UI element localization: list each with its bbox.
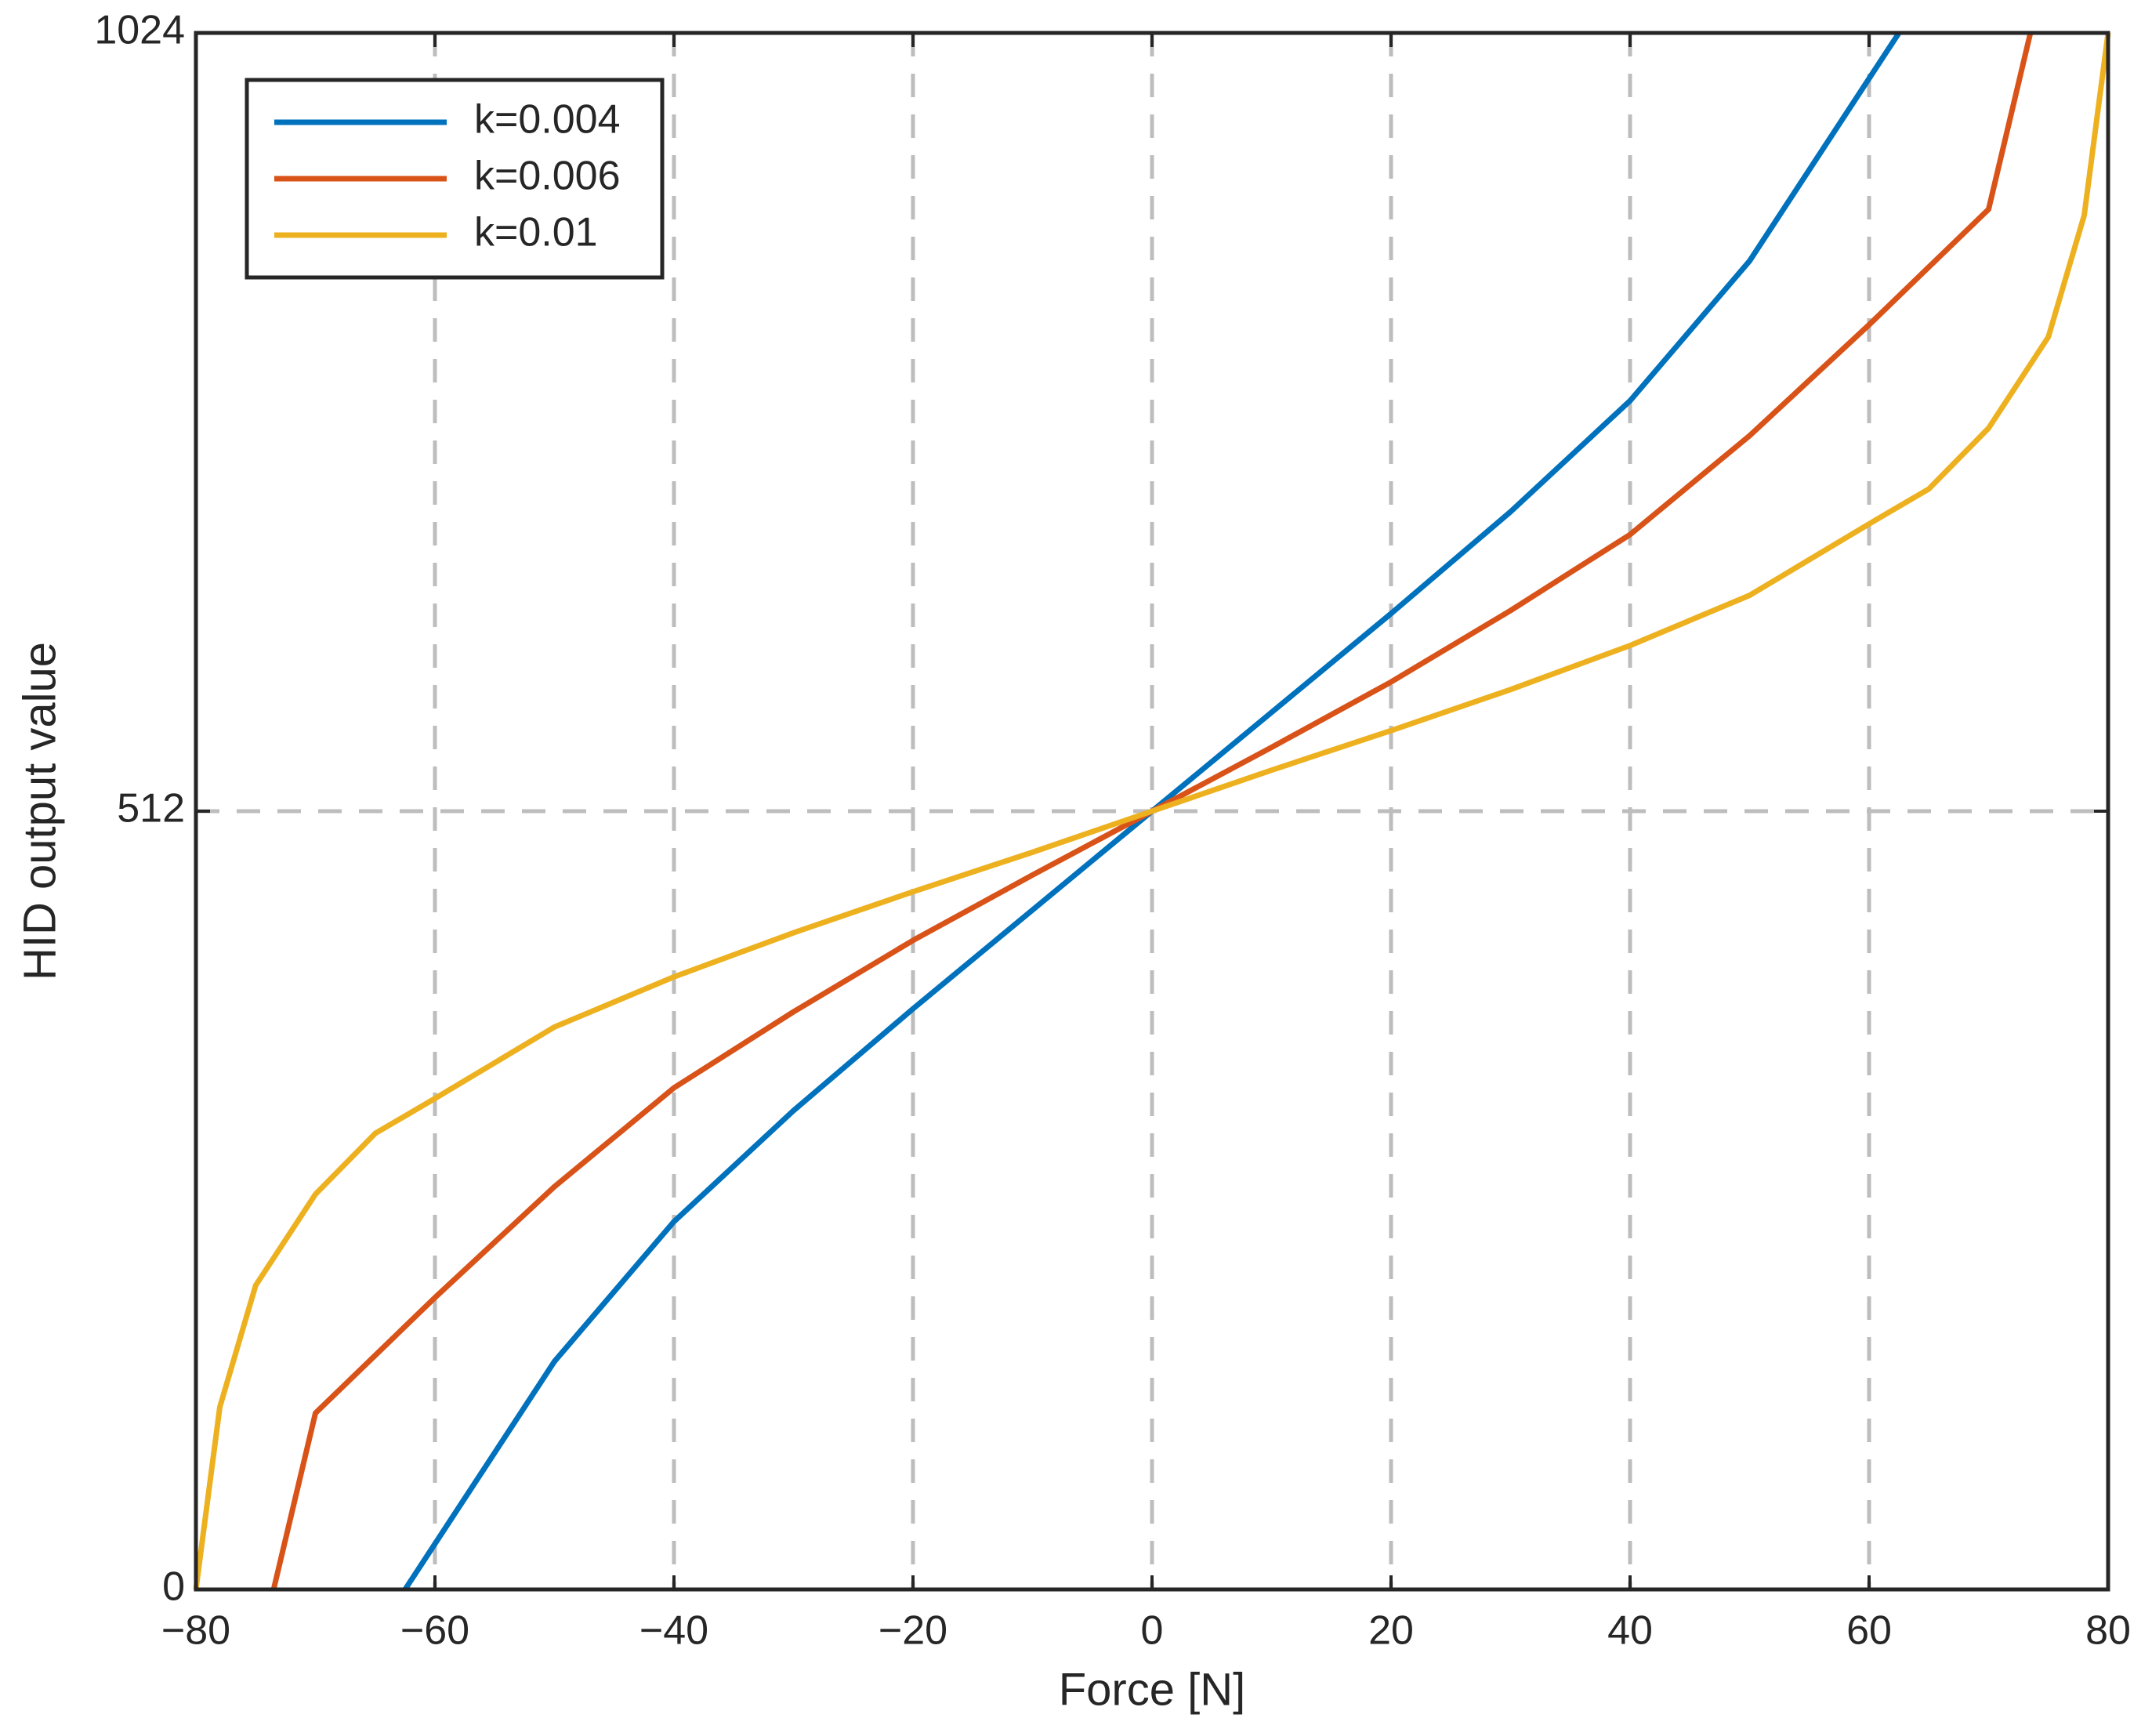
x-tick-label: −60: [400, 1608, 469, 1654]
data-line: [193, 32, 2111, 1590]
x-tick-label: −40: [639, 1608, 708, 1654]
legend-label: k=0.006: [474, 154, 621, 199]
x-tick-label: 20: [1368, 1608, 1414, 1654]
y-tick-label: 1024: [94, 8, 185, 53]
x-tick-label: 0: [1141, 1608, 1164, 1654]
x-tick-label: 80: [2085, 1608, 2131, 1654]
x-axis-label: Force [N]: [1059, 1664, 1246, 1715]
plot-frame: [194, 31, 2110, 1592]
x-tick-label: 40: [1607, 1608, 1653, 1654]
x-tick-label: 60: [1846, 1608, 1892, 1654]
y-axis-label: HID output value: [14, 642, 65, 980]
y-tick-label: 512: [117, 786, 185, 832]
x-tick-label: −20: [879, 1608, 947, 1654]
y-tick-label: 0: [162, 1564, 185, 1610]
legend-label: k=0.004: [474, 97, 621, 143]
x-tick-label: −80: [161, 1608, 230, 1654]
legend-label: k=0.01: [474, 210, 598, 256]
